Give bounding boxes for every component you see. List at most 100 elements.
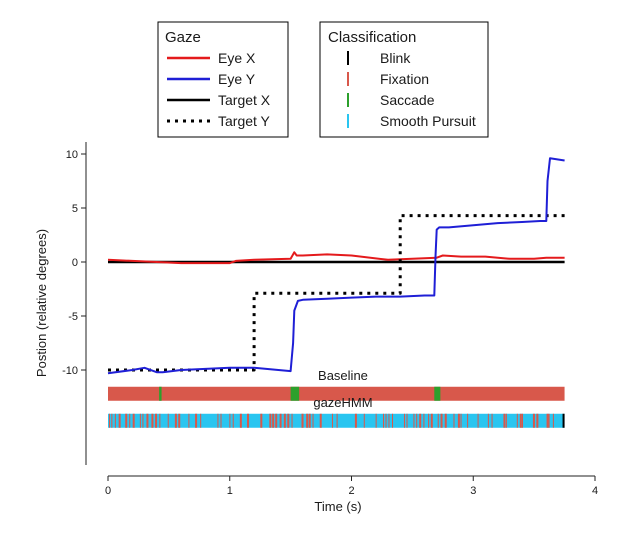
gazehmm-fixation-stripe bbox=[336, 413, 338, 428]
legend-label-eye-y: Eye Y bbox=[218, 71, 256, 87]
gazehmm-fixation-stripe bbox=[167, 413, 169, 428]
gazehmm-fixation-stripe bbox=[383, 413, 385, 428]
baseline-track-label: Baseline bbox=[318, 368, 368, 383]
baseline-track-bar bbox=[108, 386, 565, 401]
gazehmm-fixation-stripe bbox=[287, 413, 290, 428]
gazehmm-fixation-stripe bbox=[239, 413, 242, 428]
gazehmm-fixation-stripe bbox=[416, 413, 418, 428]
x-tick-label: 2 bbox=[348, 485, 354, 497]
legend-label-smooth-pursuit: Smooth Pursuit bbox=[380, 113, 476, 129]
gazehmm-fixation-stripe bbox=[453, 413, 455, 428]
x-tick-label: 4 bbox=[592, 485, 598, 497]
gazehmm-fixation-stripe bbox=[548, 413, 550, 428]
y-tick-label: -10 bbox=[62, 365, 78, 377]
gazehmm-fixation-stripe bbox=[430, 413, 433, 428]
gazehmm-fixation-stripe bbox=[200, 413, 202, 428]
gazehmm-fixation-stripe bbox=[403, 413, 405, 428]
gazehmm-fixation-stripe bbox=[385, 413, 387, 428]
gazehmm-fixation-stripe bbox=[546, 413, 549, 428]
gazehmm-fixation-stripe bbox=[188, 413, 190, 428]
x-axis-title: Time (s) bbox=[314, 499, 361, 514]
gazehmm-fixation-stripe bbox=[125, 413, 128, 428]
gazehmm-fixation-stripe bbox=[308, 413, 311, 428]
gazehmm-fixation-stripe bbox=[283, 413, 286, 428]
gazehmm-blink-marker bbox=[562, 413, 565, 428]
gaze-legend-title: Gaze bbox=[165, 29, 201, 46]
gazehmm-track-bar bbox=[108, 413, 565, 428]
gazehmm-fixation-stripe bbox=[519, 413, 522, 428]
y-tick-label: -5 bbox=[68, 311, 78, 323]
gazehmm-fixation-stripe bbox=[132, 413, 135, 428]
series-eye-x bbox=[107, 251, 565, 265]
legend-label-saccade: Saccade bbox=[380, 92, 435, 108]
gazehmm-fixation-stripe bbox=[487, 413, 489, 428]
classification-legend-title: Classification bbox=[328, 29, 416, 46]
gazehmm-fixation-stripe bbox=[505, 413, 507, 428]
gazehmm-fixation-stripe bbox=[232, 413, 234, 428]
gazehmm-fixation-stripe bbox=[178, 413, 181, 428]
gazehmm-fixation-stripe bbox=[269, 413, 272, 428]
gazehmm-fixation-stripe bbox=[247, 413, 250, 428]
x-tick-label: 1 bbox=[227, 485, 233, 497]
gazehmm-fixation-stripe bbox=[532, 413, 535, 428]
gazehmm-fixation-stripe bbox=[375, 413, 377, 428]
gazehmm-fixation-stripe bbox=[129, 413, 131, 428]
gazehmm-fixation-stripe bbox=[155, 413, 158, 428]
gazehmm-fixation-stripe bbox=[159, 413, 161, 428]
gazehmm-fixation-stripe bbox=[440, 413, 443, 428]
gazehmm-fixation-stripe bbox=[306, 413, 309, 428]
gazehmm-fixation-stripe bbox=[111, 413, 113, 428]
gazehmm-fixation-stripe bbox=[423, 413, 425, 428]
baseline-saccade-event bbox=[159, 386, 162, 401]
gazehmm-fixation-stripe bbox=[260, 413, 263, 428]
y-tick-label: 10 bbox=[66, 149, 78, 161]
gazehmm-fixation-stripe bbox=[363, 413, 365, 428]
legend-label-eye-x: Eye X bbox=[218, 50, 256, 66]
classification-tracks: Baseline gazeHMM bbox=[108, 368, 565, 428]
series-layer bbox=[107, 157, 565, 375]
gazehmm-fixation-stripe bbox=[174, 413, 177, 428]
gazehmm-fixation-stripe bbox=[457, 413, 460, 428]
gazehmm-fixation-stripe bbox=[460, 413, 462, 428]
gazehmm-fixation-stripe bbox=[114, 413, 116, 428]
gazehmm-fixation-stripe bbox=[467, 413, 469, 428]
gazehmm-fixation-stripe bbox=[272, 413, 275, 428]
classification-legend: Classification Blink Fixation Saccade Sm… bbox=[319, 21, 489, 138]
gazehmm-fixation-stripe bbox=[195, 413, 198, 428]
gazehmm-fixation-stripe bbox=[139, 413, 141, 428]
gazehmm-fixation-stripe bbox=[428, 413, 430, 428]
gazehmm-fixation-stripe bbox=[220, 413, 222, 428]
baseline-saccade-event bbox=[434, 386, 441, 401]
gazehmm-fixation-stripe bbox=[291, 413, 293, 428]
legend-label-fixation: Fixation bbox=[380, 71, 429, 87]
series-eye-y bbox=[107, 157, 565, 375]
gazehmm-fixation-stripe bbox=[419, 413, 422, 428]
gazehmm-fixation-stripe bbox=[491, 413, 493, 428]
gazehmm-fixation-stripe bbox=[413, 413, 415, 428]
gazehmm-fixation-stripe bbox=[536, 413, 539, 428]
gazehmm-fixation-stripe bbox=[151, 413, 154, 428]
gazehmm-fixation-stripe bbox=[392, 413, 394, 428]
gazehmm-fixation-stripe bbox=[388, 413, 390, 428]
gazehmm-fixation-stripe bbox=[279, 413, 282, 428]
legend-label-target-x: Target X bbox=[218, 92, 271, 108]
gazehmm-fixation-stripe bbox=[477, 413, 479, 428]
gazehmm-fixation-stripe bbox=[142, 413, 144, 428]
baseline-saccade-event bbox=[290, 386, 300, 401]
gazehmm-fixation-stripe bbox=[552, 413, 554, 428]
y-tick-label: 0 bbox=[72, 257, 78, 269]
y-axis-title: Postion (relative degrees) bbox=[34, 229, 49, 377]
gazehmm-fixation-stripe bbox=[229, 413, 231, 428]
gazehmm-fixation-stripe bbox=[503, 413, 506, 428]
axis-ticks: 0 1 2 3 4 -10 -5 0 5 10 bbox=[62, 149, 598, 497]
gazehmm-fixation-stripe bbox=[146, 413, 149, 428]
gazehmm-fixation-stripe bbox=[319, 413, 322, 428]
series-target-y bbox=[108, 214, 565, 372]
gazehmm-fixation-stripe bbox=[444, 413, 447, 428]
gazehmm-fixation-stripe bbox=[331, 413, 333, 428]
x-tick-label: 3 bbox=[470, 485, 476, 497]
legend-label-blink: Blink bbox=[380, 50, 411, 66]
gazehmm-track-label: gazeHMM bbox=[313, 395, 372, 410]
gazehmm-fixation-stripe bbox=[109, 413, 110, 428]
